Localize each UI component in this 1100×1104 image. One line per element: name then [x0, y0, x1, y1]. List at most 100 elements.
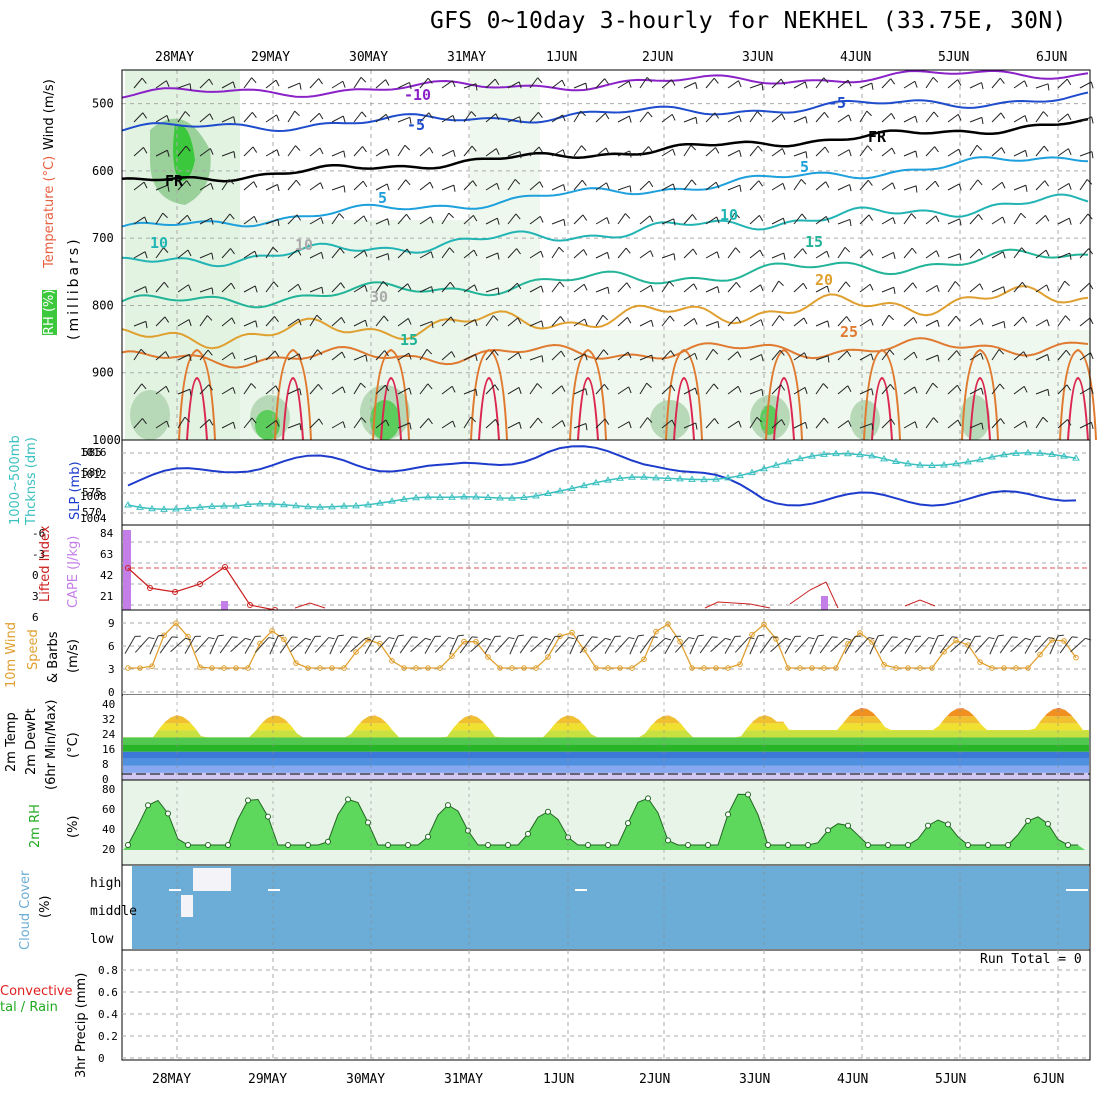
wind-barb-flag — [823, 417, 829, 424]
wind-barb-shaft — [617, 282, 628, 293]
wind10-barb-flag — [208, 637, 215, 640]
wind-barb-shaft — [925, 319, 938, 327]
upper-wind-barb — [793, 387, 808, 395]
wind10-marker — [233, 665, 239, 671]
wind-barb-flag — [869, 284, 874, 291]
wind-barb-shaft — [441, 351, 452, 361]
wind-barb-shaft — [353, 250, 365, 259]
wind10-barb-shaft — [494, 637, 510, 653]
wind-barb-shaft — [793, 421, 806, 429]
wind-barb-flag — [274, 350, 280, 357]
upper-wind-barb — [639, 382, 652, 395]
upper-wind-barb — [177, 249, 192, 259]
upper-wind-barb — [749, 284, 764, 293]
wind10-marker — [905, 665, 911, 671]
upper-wind-barb — [1057, 252, 1072, 260]
top-date-label: 1JUN — [546, 50, 577, 65]
wind-barb-flag — [540, 285, 544, 293]
wind-barb-shaft — [1057, 419, 1068, 429]
upper-wind-barb — [1035, 111, 1049, 123]
upper-wind-barb — [155, 385, 170, 395]
bottom-date-label: 6JUN — [1033, 1072, 1064, 1087]
upper-wind-barb — [573, 179, 587, 191]
upper-wind-barb — [837, 316, 851, 327]
wind10-barb — [1010, 637, 1032, 653]
wind10-barb-shaft — [614, 637, 630, 653]
wind-barb-flag — [649, 250, 654, 257]
wind-barb-shaft — [199, 182, 212, 191]
wind-barb-flag — [1044, 180, 1050, 187]
wind-barb-flag — [936, 285, 940, 292]
upper-wind-barb — [265, 246, 279, 259]
wind-barb-shaft — [837, 218, 851, 225]
wind-barb-shaft — [1013, 212, 1022, 225]
upper-wind-barb — [309, 418, 324, 429]
wind-barb-flag — [673, 218, 676, 226]
wind10-barb-shaft — [854, 637, 870, 653]
wind-barb-flag — [317, 383, 323, 390]
upper-wind-barb — [947, 79, 962, 89]
upper-wind-barb — [529, 285, 544, 293]
wind10-barb — [1070, 637, 1092, 653]
wind10-barb — [939, 636, 958, 654]
label-10m-wind: 10m Wind — [4, 621, 19, 688]
wind10-barb-flag — [1011, 636, 1018, 638]
wind10-barb-shaft — [364, 636, 376, 654]
wind-barb-flag — [911, 213, 917, 219]
wind10-barb-shaft — [530, 637, 546, 653]
wind-barb-shaft — [265, 149, 278, 157]
wind10-barb-flag — [905, 637, 912, 641]
wind-barb-shaft — [331, 80, 344, 89]
surface-isotherm-warm — [282, 376, 304, 441]
wind-barb-shaft — [485, 148, 497, 157]
upper-wind-barb — [727, 420, 742, 429]
wind10-barb-flag — [698, 634, 704, 637]
wind-barb-flag — [584, 318, 588, 326]
wind-barb-flag — [430, 216, 434, 224]
wind10-barb-flag — [794, 635, 801, 637]
wind-barb-shaft — [309, 217, 322, 225]
wind-barb-flag — [540, 250, 544, 258]
wind10-barb — [290, 637, 312, 653]
wind-barb-flag — [515, 213, 521, 220]
thickness-marker — [976, 455, 984, 463]
upper-wind-barb — [375, 113, 390, 123]
wind-barb-shaft — [661, 419, 673, 429]
wind-barb-shaft — [331, 421, 344, 429]
upper-wind-barb — [925, 319, 940, 327]
wind-barb-flag — [496, 218, 500, 225]
upper-wind-barb — [199, 419, 214, 429]
wind-barb-flag — [494, 384, 500, 391]
wind-barb-flag — [650, 320, 654, 327]
wind10-barb-shaft — [244, 636, 256, 654]
upper-wind-barb — [815, 417, 829, 429]
wind10-barb-flag — [158, 634, 164, 637]
wind-barb-shaft — [947, 419, 959, 429]
wind-barb-shaft — [353, 146, 363, 157]
wind-barb-flag — [427, 383, 433, 390]
label-cloud-cover: Cloud Cover — [18, 870, 33, 950]
upper-wind-barb — [177, 388, 192, 396]
wind-barb-shaft — [155, 184, 169, 191]
wind-barb-shaft — [749, 249, 761, 259]
upper-wind-barb — [617, 421, 632, 429]
wind-barb-shaft — [287, 110, 296, 123]
li-marker — [172, 589, 178, 595]
upper-wind-barb — [133, 181, 148, 191]
wind-barb-shaft — [749, 354, 762, 361]
upper-wind-barb — [771, 349, 785, 361]
upper-wind-barb — [265, 350, 280, 361]
upper-wind-barb — [815, 77, 829, 89]
wind10-barb-shaft — [1059, 636, 1073, 654]
wind-barb-shaft — [507, 421, 520, 429]
thickness-marker — [676, 474, 684, 482]
wind-barb-shaft — [287, 214, 298, 225]
wind-barb-flag — [958, 148, 962, 156]
upper-wind-barb — [815, 112, 829, 123]
rh2m-marker — [505, 842, 511, 848]
wind-barb-shaft — [749, 145, 759, 157]
wind-barb-flag — [298, 353, 302, 361]
wind-barb-flag — [255, 355, 258, 363]
wind-barb-flag — [867, 179, 873, 186]
wind-barb-flag — [562, 149, 566, 157]
